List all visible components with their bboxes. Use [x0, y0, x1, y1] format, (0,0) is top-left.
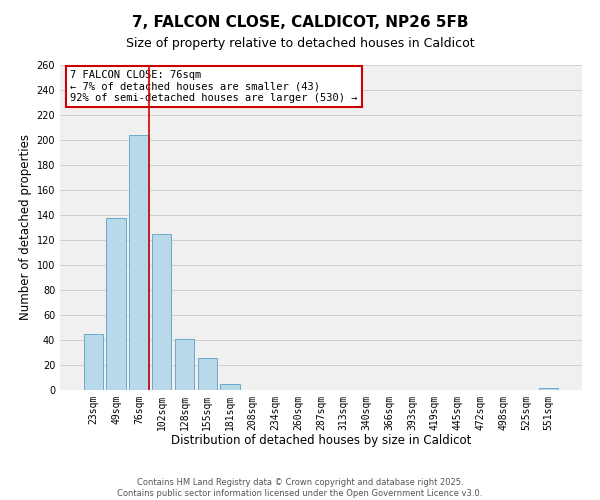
Bar [175, 339, 194, 390]
Bar [197, 358, 217, 390]
Bar [539, 388, 558, 390]
Bar [84, 334, 103, 390]
Y-axis label: Number of detached properties: Number of detached properties [19, 134, 32, 320]
X-axis label: Distribution of detached houses by size in Caldicot: Distribution of detached houses by size … [171, 434, 471, 448]
Bar [129, 135, 149, 390]
Text: Contains HM Land Registry data © Crown copyright and database right 2025.
Contai: Contains HM Land Registry data © Crown c… [118, 478, 482, 498]
Bar [106, 218, 126, 390]
Text: Size of property relative to detached houses in Caldicot: Size of property relative to detached ho… [125, 38, 475, 51]
Bar [152, 234, 172, 390]
Text: 7, FALCON CLOSE, CALDICOT, NP26 5FB: 7, FALCON CLOSE, CALDICOT, NP26 5FB [132, 15, 468, 30]
Text: 7 FALCON CLOSE: 76sqm
← 7% of detached houses are smaller (43)
92% of semi-detac: 7 FALCON CLOSE: 76sqm ← 7% of detached h… [70, 70, 358, 103]
Bar [220, 384, 239, 390]
